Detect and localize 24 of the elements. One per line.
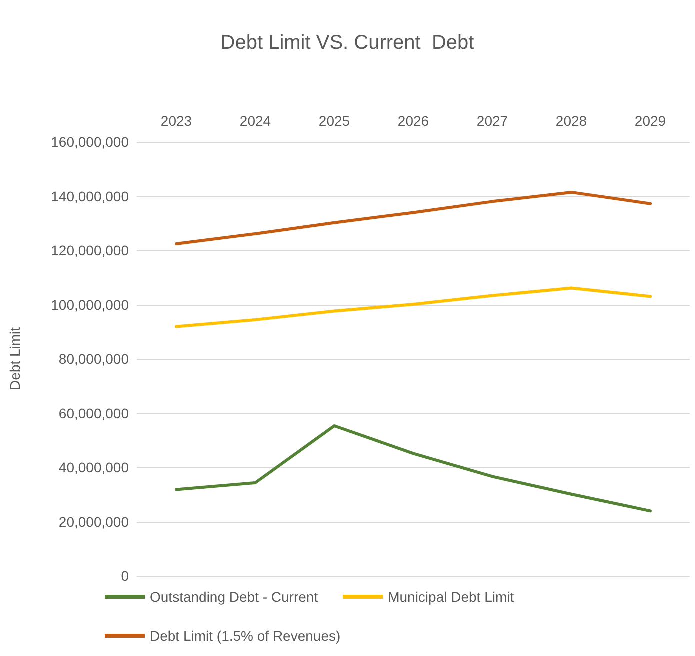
y-tick-label: 140,000,000: [51, 188, 130, 204]
y-axis-title: Debt Limit: [7, 327, 23, 391]
x-tick-label: 2026: [398, 113, 430, 129]
legend-label: Outstanding Debt - Current: [150, 589, 318, 605]
y-tick-label: 120,000,000: [51, 242, 130, 258]
y-tick-label: 60,000,000: [58, 405, 130, 422]
line-series: [175, 424, 652, 513]
legend-label: Debt Limit (1.5% of Revenues): [150, 628, 341, 644]
y-tick-label: 0: [121, 568, 130, 584]
x-tick-label: 2025: [318, 113, 350, 129]
x-tick-label: 2027: [476, 113, 508, 129]
line-series: [175, 286, 652, 328]
x-tick-label: 2028: [556, 113, 588, 129]
legend-label: Municipal Debt Limit: [388, 589, 514, 605]
x-tick-label: 2024: [240, 113, 272, 129]
y-tick-label: 20,000,000: [58, 514, 130, 530]
y-tick-label: 80,000,000: [58, 351, 130, 367]
y-tick-label: 100,000,000: [51, 296, 130, 313]
chart-title: Debt Limit VS. Current Debt: [220, 32, 475, 54]
y-tick-label: 160,000,000: [51, 134, 130, 150]
line-series: [175, 190, 652, 246]
y-tick-label: 40,000,000: [58, 460, 130, 476]
x-tick-label: 2029: [634, 113, 666, 129]
x-tick-label: 2023: [160, 113, 192, 129]
